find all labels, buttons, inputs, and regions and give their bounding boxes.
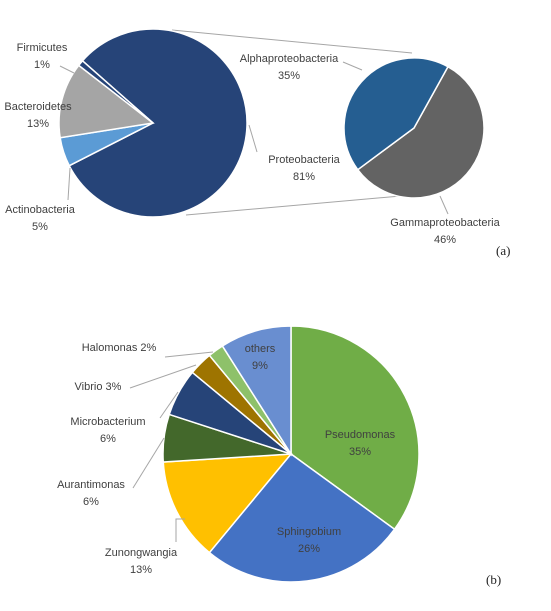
breakout-slice-alphaproteobacteria <box>343 57 449 171</box>
pie-b <box>162 325 420 583</box>
label-microbacterium: Microbacterium 6% <box>70 416 145 445</box>
breakout-slice-gammaproteobacteria <box>356 65 485 199</box>
label-bacteroidetes: Bacteroidetes 13% <box>4 101 72 130</box>
leader-line-halomonas <box>164 351 214 358</box>
leader-lines-a <box>59 61 449 215</box>
leader-line-microbacterium <box>159 391 179 419</box>
label-pseudomonas: Pseudomonas 35% <box>325 429 396 458</box>
leader-line-proteobacteria <box>248 124 258 153</box>
connector-line-bottom <box>185 194 413 216</box>
leader-line-vibrio <box>129 364 197 389</box>
leader-line-firmicutes <box>59 65 75 74</box>
chart-b: Pseudomonas 35% Sphingobium 26% others 9% Zuno… <box>57 325 501 587</box>
data-labels-b: Pseudomonas 35% Sphingobium 26% others 9% Zuno… <box>57 342 396 576</box>
pie-b-slice-others <box>221 325 292 457</box>
pie-b-slice-zunongwangia <box>162 453 293 554</box>
chart-a: Proteobacteria 81% Actinobacteria 5% Bactero… <box>4 28 510 258</box>
label-others: others 9% <box>245 343 276 372</box>
pie-b-slice-sphingobium <box>208 452 396 583</box>
pie-main-a <box>58 28 248 218</box>
label-vibrio: Vibrio 3% <box>75 381 122 393</box>
panel-label-b: (b) <box>486 572 501 587</box>
label-zunongwangia: Zunongwangia 13% <box>105 547 178 576</box>
pie-breakout-a <box>343 57 485 199</box>
label-gammaproteobacteria: Gammaproteobacteria 46% <box>390 217 500 246</box>
pie-a-slice-bacteroidetes <box>58 64 155 139</box>
leader-lines-b <box>129 351 214 542</box>
panel-label-a: (a) <box>496 243 510 258</box>
pie-a-slice-firmicutes <box>77 59 154 124</box>
label-halomonas: Halomonas 2% <box>82 342 157 354</box>
leader-line-gammaproteobacteria <box>439 195 449 215</box>
pie-a-slice-proteobacteria <box>68 28 248 218</box>
label-firmicutes: Firmicutes 1% <box>17 42 68 71</box>
label-sphingobium: Sphingobium 26% <box>277 526 341 555</box>
label-aurantimonas: Aurantimonas 6% <box>57 479 125 508</box>
pie-b-slice-pseudomonas <box>290 325 420 531</box>
connector-line-top <box>171 29 413 54</box>
breakout-connector-lines <box>171 29 413 216</box>
leader-line-zunongwangia <box>175 518 185 542</box>
label-alphaproteobacteria: Alphaproteobacteria 35% <box>240 53 339 82</box>
data-labels-a: Proteobacteria 81% Actinobacteria 5% Bactero… <box>4 42 500 246</box>
leader-line-alphaproteobacteria <box>342 61 363 71</box>
leader-line-aurantimonas <box>132 437 165 489</box>
label-actinobacteria: Actinobacteria 5% <box>5 204 76 233</box>
leader-line-actinobacteria <box>67 167 71 201</box>
label-proteobacteria: Proteobacteria 81% <box>268 154 340 183</box>
